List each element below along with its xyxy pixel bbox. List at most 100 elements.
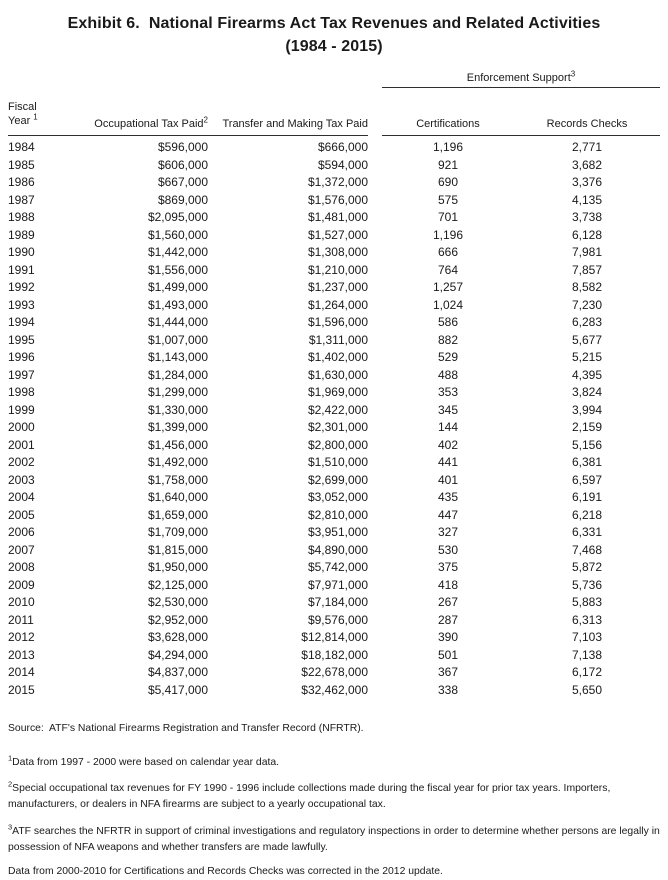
cell-occupational-tax-paid: $1,499,000 [147,280,208,294]
cell-fiscal-year: 2009 [8,577,35,592]
col-header-certifications: Certifications [382,87,514,136]
cell-fiscal-year: 2003 [8,472,35,487]
cell-occupational-tax-paid: $1,456,000 [147,437,208,452]
exhibit-title-line1: Exhibit 6. National Firearms Act Tax Rev… [67,15,601,32]
cell-fiscal-year: 2001 [8,437,35,452]
table-row: 2013 $4,294,000 $18,182,000 501 7,138 [8,647,660,665]
table-row: 2000 $1,399,000 $2,301,000 144 2,159 [8,419,660,437]
column-gap [368,594,382,612]
cell-occupational-tax-paid: $1,758,000 [147,472,208,487]
cell-certifications: 1,257 [432,280,464,294]
cell-records-checks: 6,597 [571,472,603,487]
table-row: 2009 $2,125,000 $7,971,000 418 5,736 [8,577,660,595]
cell-records-checks: 7,230 [571,297,603,312]
cell-occupational-tax-paid: $1,284,000 [147,367,208,382]
cell-occupational-tax-paid: $1,007,000 [147,332,208,347]
cell-transfer-making-tax-paid: $1,596,000 [307,315,368,329]
group-header-row: Enforcement Support3 [8,66,660,88]
cell-records-checks: 5,650 [571,682,603,697]
footnote-3: 3ATF searches the NFRTR in support of cr… [8,823,663,856]
cell-certifications: 882 [437,332,459,347]
column-gap [368,227,382,245]
cell-occupational-tax-paid: $1,815,000 [147,542,208,557]
column-gap [368,157,382,175]
enforcement-support-label: Enforcement Support [466,71,571,84]
cell-certifications: 488 [437,367,459,382]
table-row: 2014 $4,837,000 $22,678,000 367 6,172 [8,664,660,682]
cell-fiscal-year: 1987 [8,192,35,207]
footnote-3-text: ATF searches the NFRTR in support of cri… [8,826,663,853]
cell-certifications: 390 [437,630,459,644]
cell-records-checks: 8,582 [571,280,603,294]
cell-certifications: 353 [437,385,459,399]
table-row: 1996 $1,143,000 $1,402,000 529 5,215 [8,349,660,367]
cell-transfer-making-tax-paid: $1,237,000 [307,280,368,294]
cell-occupational-tax-paid: $1,640,000 [147,490,208,504]
enforcement-support-header: Enforcement Support3 [382,66,660,88]
cell-occupational-tax-paid: $4,837,000 [147,665,208,679]
cell-fiscal-year: 1985 [8,157,35,172]
cell-occupational-tax-paid: $1,556,000 [147,262,208,277]
footnote-2: 2Special occupational tax revenues for F… [8,780,660,813]
cell-occupational-tax-paid: $869,000 [157,192,208,207]
column-gap [368,419,382,437]
cell-occupational-tax-paid: $596,000 [157,140,208,154]
cell-occupational-tax-paid: $1,492,000 [147,455,208,469]
cell-transfer-making-tax-paid: $1,576,000 [307,192,368,207]
cell-certifications: 1,196 [432,140,464,154]
cell-occupational-tax-paid: $606,000 [157,157,208,172]
cell-fiscal-year: 1990 [8,245,35,259]
cell-occupational-tax-paid: $1,399,000 [147,420,208,434]
cell-records-checks: 7,103 [571,630,603,644]
empty-cell [8,66,72,87]
cell-records-checks: 6,191 [571,490,603,504]
cell-fiscal-year: 1988 [8,210,35,224]
cell-transfer-making-tax-paid: $2,810,000 [307,507,368,522]
cell-transfer-making-tax-paid: $1,510,000 [307,455,368,469]
cell-occupational-tax-paid: $4,294,000 [147,647,208,662]
cell-occupational-tax-paid: $1,442,000 [147,245,208,259]
table-row: 1993 $1,493,000 $1,264,000 1,024 7,230 [8,297,660,315]
cell-fiscal-year: 1998 [8,385,35,399]
footnote-1: 1Data from 1997 - 2000 were based on cal… [8,754,660,771]
cell-certifications: 921 [437,157,459,172]
cell-records-checks: 6,283 [571,315,603,329]
cell-transfer-making-tax-paid: $2,800,000 [307,437,368,452]
cell-records-checks: 5,883 [571,595,603,609]
table-row: 1994 $1,444,000 $1,596,000 586 6,283 [8,314,660,332]
cell-certifications: 367 [437,665,459,679]
cell-fiscal-year: 2012 [8,630,35,644]
cell-certifications: 690 [437,175,459,189]
table-row: 1992 $1,499,000 $1,237,000 1,257 8,582 [8,279,660,297]
cell-transfer-making-tax-paid: $12,814,000 [301,630,368,644]
column-gap [368,612,382,630]
cell-certifications: 402 [437,437,459,452]
cell-fiscal-year: 1991 [8,262,35,277]
cell-occupational-tax-paid: $2,530,000 [147,595,208,609]
cell-fiscal-year: 2006 [8,525,35,539]
table-row: 1999 $1,330,000 $2,422,000 345 3,994 [8,402,660,420]
cell-records-checks: 6,218 [571,507,603,522]
cell-transfer-making-tax-paid: $1,969,000 [307,385,368,399]
cell-records-checks: 5,215 [571,350,603,364]
col-header-records-checks: Records Checks [514,87,660,136]
cell-fiscal-year: 1993 [8,297,35,312]
cell-transfer-making-tax-paid: $1,308,000 [307,245,368,259]
table-row: 1997 $1,284,000 $1,630,000 488 4,395 [8,367,660,385]
table-row: 2006 $1,709,000 $3,951,000 327 6,331 [8,524,660,542]
cell-occupational-tax-paid: $2,125,000 [147,577,208,592]
column-gap [368,279,382,297]
column-gap [368,314,382,332]
cell-transfer-making-tax-paid: $594,000 [317,157,368,172]
table-row: 1995 $1,007,000 $1,311,000 882 5,677 [8,332,660,350]
table-row: 2001 $1,456,000 $2,800,000 402 5,156 [8,437,660,455]
footnote-1-text: Data from 1997 - 2000 were based on cale… [12,757,280,768]
cell-certifications: 530 [437,542,459,557]
cell-fiscal-year: 1986 [8,175,35,189]
cell-records-checks: 3,994 [571,402,603,417]
table-row: 1987 $869,000 $1,576,000 575 4,135 [8,192,660,210]
cell-fiscal-year: 1995 [8,332,35,347]
cell-fiscal-year: 1984 [8,140,35,154]
column-gap [368,402,382,420]
column-gap [368,244,382,262]
